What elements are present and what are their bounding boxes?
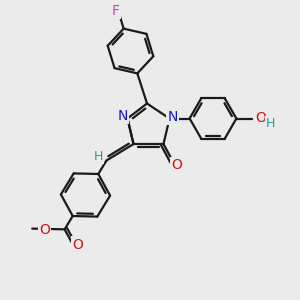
Text: H: H xyxy=(266,117,275,130)
Text: O: O xyxy=(39,224,50,237)
Text: O: O xyxy=(72,238,83,252)
Text: O: O xyxy=(256,111,266,125)
Text: F: F xyxy=(112,4,120,18)
Text: H: H xyxy=(93,150,103,164)
Text: N: N xyxy=(167,110,178,124)
Text: N: N xyxy=(118,109,128,123)
Text: O: O xyxy=(172,158,182,172)
